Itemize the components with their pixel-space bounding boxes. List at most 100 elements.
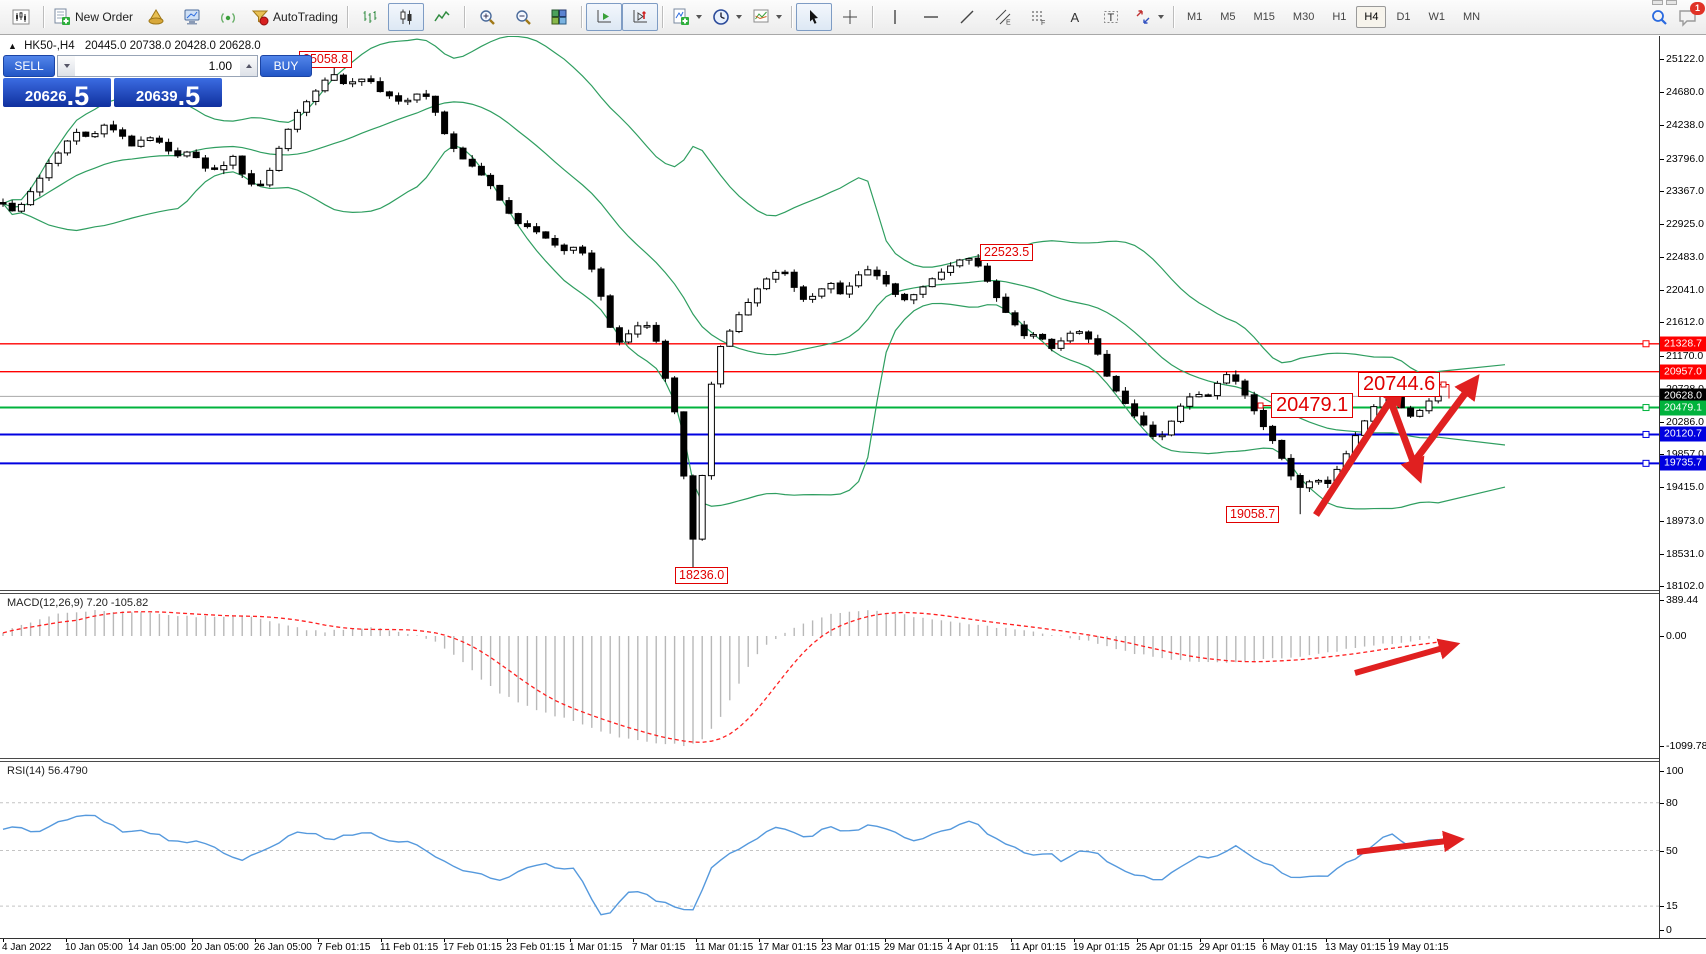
channel-tool-button[interactable]: E [985,3,1021,31]
collapse-marker-icon[interactable]: ▲ [8,41,17,51]
time-axis-label: 23 Feb 01:15 [506,939,565,953]
trendline-tool-button[interactable] [949,3,985,31]
bar-chart-mode-button[interactable] [352,3,388,31]
timeframe-button-H4[interactable]: H4 [1356,6,1387,28]
dropdown-caret-icon [735,15,742,19]
chart-shift-button[interactable] [621,3,658,31]
window-control-button[interactable] [1666,0,1677,5]
search-button[interactable] [1641,3,1677,31]
candlestick-mode-button[interactable] [387,3,424,31]
seal-button[interactable] [138,3,174,31]
fibonacci-glyph: F [1041,20,1045,26]
time-axis-label: 7 Mar 01:15 [632,939,686,953]
rsi-axis-tick: 0 [1660,924,1672,936]
time-axis-label: 19 Apr 01:15 [1073,939,1130,953]
time-axis-label: 11 Mar 01:15 [695,939,754,953]
chat-button[interactable]: 1 [1677,2,1705,30]
time-axis-label: 6 May 01:15 [1262,939,1318,953]
sell-button[interactable]: SELL [3,55,55,77]
chat-unread-badge: 1 [1690,2,1705,15]
volume-decrease-button[interactable] [58,56,75,76]
auto-scroll-button[interactable] [585,3,622,31]
price-axis[interactable]: 25122.0 24680.0 24238.0 23796.0 23367.0 22925… [1659,36,1706,938]
volume-stepper [57,55,258,77]
signal-button[interactable] [210,3,246,31]
tile-windows-button[interactable] [541,3,577,31]
price-axis-tick: 18973.0 [1660,515,1704,527]
seal-icon [148,9,164,25]
horizontal-line-tool-button[interactable] [913,3,949,31]
red-arrow-drawing[interactable] [1313,380,1404,517]
terminal-button[interactable] [174,3,210,31]
red-arrow-drawing[interactable] [1408,374,1480,469]
timeframe-button-M30[interactable]: M30 [1285,6,1322,28]
chart-title: ▲ HK50-,H4 20445.0 20738.0 20428.0 20628… [8,40,261,52]
chart-window-menu-button[interactable] [3,3,39,31]
price-annotation-label[interactable]: 18236.0 [675,567,729,584]
rsi-chart-canvas[interactable] [0,762,1659,938]
window-control-button[interactable] [1652,0,1663,5]
price-annotation-label[interactable]: 19058.7 [1226,506,1280,523]
tile-windows-icon [551,9,567,25]
timeframe-button-M15[interactable]: M15 [1246,6,1283,28]
macd-chart-canvas[interactable] [0,594,1659,758]
new-order-button[interactable]: New Order [48,3,138,31]
zoom-out-button[interactable] [505,3,541,31]
price-axis-tick: 21612.0 [1660,316,1704,328]
time-axis-label: 19 May 01:15 [1388,939,1449,953]
crosshair-tool-button[interactable] [832,3,868,31]
price-annotation-label[interactable]: 20479.1 [1271,393,1354,418]
autotrading-button[interactable]: AutoTrading [246,3,343,31]
pane-splitter[interactable] [0,590,1706,594]
fibonacci-tool-button[interactable]: F [1021,3,1057,31]
price-axis-tick: 24238.0 [1660,119,1704,131]
templates-button[interactable] [747,3,787,31]
text-tool-button[interactable]: A [1057,3,1093,31]
volume-input[interactable] [75,56,240,76]
vertical-line-tool-button[interactable] [877,3,913,31]
price-annotation-label[interactable]: 22523.5 [980,244,1034,261]
price-annotation-label[interactable]: 25058.8 [299,51,353,68]
level-line-handle[interactable] [1642,459,1650,467]
chart-shift-icon [633,10,647,23]
timeframe-button-MN[interactable]: MN [1455,6,1488,28]
macd-axis-tick: 0.00 [1660,630,1686,642]
price-pane[interactable]: ▲ HK50-,H4 20445.0 20738.0 20428.0 20628… [0,36,1659,590]
zoom-in-button[interactable] [469,3,505,31]
buy-button[interactable]: BUY [260,55,312,77]
line-chart-mode-button[interactable] [424,3,460,31]
autotrading-icon [251,10,269,26]
macd-histogram [2,610,1439,747]
macd-pane[interactable]: MACD(12,26,9) 7.20 -105.82 [0,594,1659,758]
buy-price[interactable]: 20639.5 [114,78,222,109]
add-indicator-button[interactable] [667,3,707,31]
timeframe-button-M1[interactable]: M1 [1179,6,1210,28]
timeframe-button-D1[interactable]: D1 [1388,6,1418,28]
dropdown-caret-icon [775,15,782,19]
timeframe-button-M5[interactable]: M5 [1212,6,1243,28]
time-axis[interactable]: 4 Jan 2022 10 Jan 05:00 14 Jan 05:00 20 Jan… [0,938,1706,954]
label-tool-button[interactable]: T [1093,3,1129,31]
periods-button[interactable] [707,3,747,31]
price-chart-canvas[interactable] [0,36,1659,590]
time-axis-label: 14 Jan 05:00 [128,939,186,953]
price-annotation-label[interactable]: 20744.6 [1358,372,1441,397]
level-line-handle[interactable] [1642,404,1650,412]
chart-window-icon [12,9,30,25]
timeframe-button-H1[interactable]: H1 [1324,6,1354,28]
sell-price[interactable]: 20626.5 [3,78,111,109]
red-arrow-drawing[interactable] [1354,638,1461,676]
arrows-tool-button[interactable] [1129,3,1169,31]
pane-splitter[interactable] [0,758,1706,762]
timeframe-button-W1[interactable]: W1 [1421,6,1454,28]
rsi-pane[interactable]: RSI(14) 56.4790 [0,762,1659,938]
level-line-handle[interactable] [1642,340,1650,348]
volume-increase-button[interactable] [240,56,257,76]
level-line-handle[interactable] [1642,430,1650,438]
price-axis-tick: 24680.0 [1660,86,1704,98]
price-axis-tick: 19415.0 [1660,481,1704,493]
red-arrow-drawing[interactable] [1356,830,1465,855]
cursor-tool-button[interactable] [795,3,832,31]
red-arrow-drawing[interactable] [1387,400,1425,484]
